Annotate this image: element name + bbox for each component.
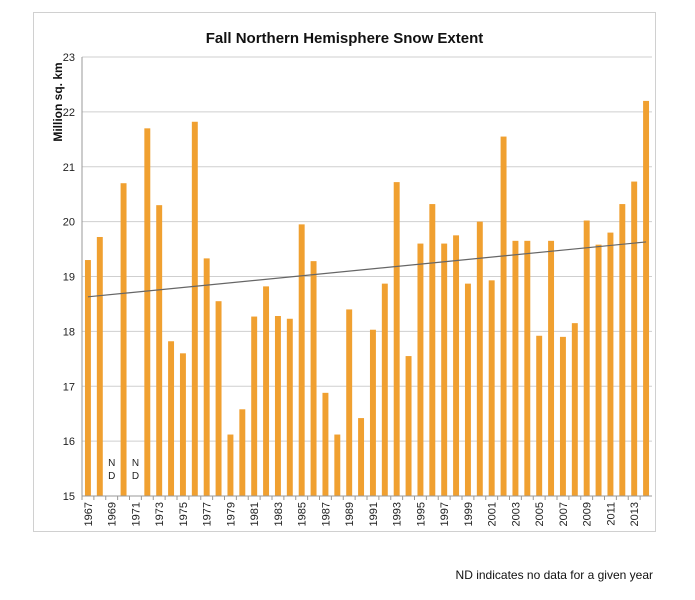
bar [263,286,270,496]
y-tick-label: 21 [63,162,75,174]
bar [227,434,234,496]
x-tick-label: 2005 [534,502,546,526]
bar [144,128,151,496]
bar [512,240,519,496]
x-tick-label: 2003 [510,502,522,526]
x-tick-label: 1993 [392,502,404,526]
bar [84,260,91,496]
x-tick-label: 1977 [202,502,214,526]
y-tick-label: 16 [63,436,75,448]
y-tick-label: 15 [63,491,75,503]
bar [405,356,412,496]
x-tick-label: 1999 [463,502,475,526]
bar [417,243,424,496]
no-data-label: D [108,471,115,482]
x-tick-label: 1985 [297,502,309,526]
x-tick-label: 1983 [273,502,285,526]
bar [369,329,376,496]
y-tick-label: 23 [63,52,75,64]
bar [536,335,543,496]
bar [453,235,460,496]
y-tick-label: 20 [63,217,75,229]
x-tick-label: 1987 [320,502,332,526]
bar [464,283,471,496]
x-tick-label: 1979 [225,502,237,526]
x-tick-label: 2007 [558,502,570,526]
y-tick-label: 17 [63,381,75,393]
y-tick-label: 18 [63,326,75,338]
bar [179,353,186,496]
bar [381,283,388,496]
bar [96,236,103,497]
bar [215,301,222,496]
bar [429,204,436,496]
bar [393,182,400,497]
bar [595,244,602,496]
x-tick-label: 1989 [344,502,356,526]
x-tick-label: 1967 [83,502,95,526]
bar [476,221,483,496]
y-tick-label: 19 [63,272,75,284]
bar [500,136,507,496]
bar [274,316,281,496]
bar [120,183,127,496]
x-tick-label: 2001 [487,502,499,526]
x-tick-label: 2013 [629,502,641,526]
chart-title: Fall Northern Hemisphere Snow Extent [205,30,484,47]
bar [251,316,258,496]
x-tick-label: 1975 [178,502,190,526]
bar [310,261,317,496]
x-tick-label: 1997 [439,502,451,526]
bar [583,220,590,496]
no-data-label: N [108,458,115,469]
bar [286,318,293,496]
bar [619,204,626,496]
bar [631,181,638,496]
x-tick-label: 2011 [605,502,617,526]
bar [607,232,614,496]
footnote: ND indicates no data for a given year [455,568,653,582]
x-tick-label: 2009 [582,502,594,526]
bar [298,224,305,496]
no-data-label: D [132,471,139,482]
no-data-label: N [132,458,139,469]
bar [346,309,353,496]
bar [191,121,198,496]
bar [548,240,555,496]
bar [168,341,175,496]
x-tick-label: 1971 [130,502,142,526]
bar [524,240,531,496]
bar [441,243,448,496]
bar [571,323,578,496]
bar [643,100,650,497]
bar [239,409,246,496]
x-tick-label: 1995 [415,502,427,526]
bar [203,258,210,496]
bar [488,280,495,496]
x-tick-label: 1981 [249,502,261,526]
bar [358,418,365,496]
trendline [87,241,647,298]
bar [334,434,341,496]
bar [559,336,566,496]
bar [156,205,163,496]
bar [322,392,329,496]
x-tick-label: 1969 [107,502,119,526]
x-tick-label: 1973 [154,502,166,526]
x-tick-label: 1991 [368,502,380,526]
y-tick-label: 22 [63,107,75,119]
